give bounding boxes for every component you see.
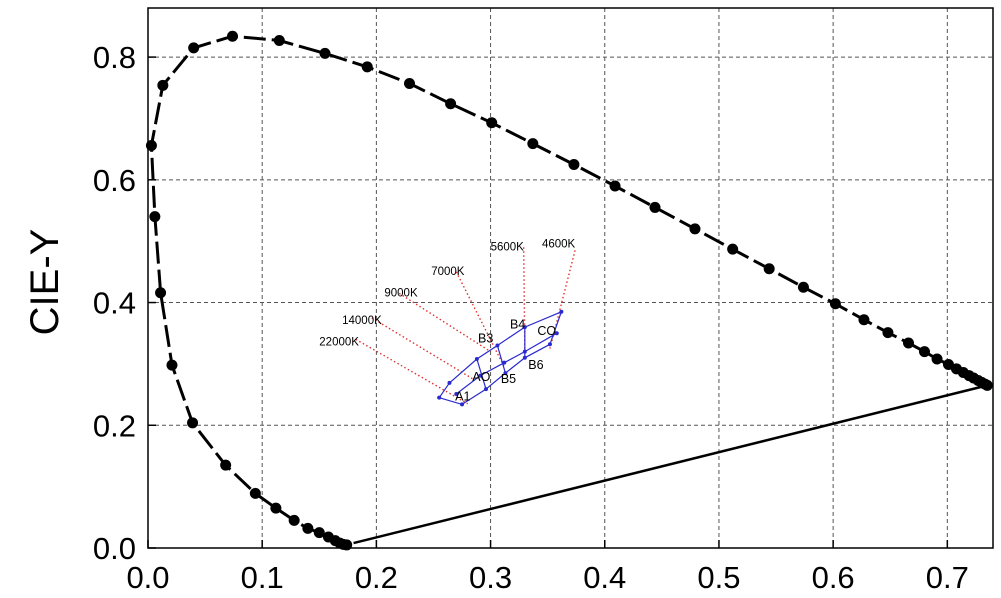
locus-point	[227, 31, 238, 42]
locus-point	[270, 503, 281, 514]
locus-point	[362, 61, 373, 72]
x-tick-label: 0.1	[241, 560, 284, 593]
grid-layer	[148, 8, 993, 548]
bin-vertex	[437, 396, 441, 400]
locus-point	[319, 48, 330, 59]
locus-point	[650, 202, 661, 213]
locus-point	[155, 287, 166, 298]
bin-label: B3	[478, 331, 493, 345]
bin-label: B6	[528, 358, 543, 372]
y-tick-label: 0.0	[93, 531, 136, 566]
locus-point	[568, 159, 579, 170]
cct-line	[456, 272, 504, 367]
spectral-locus	[146, 31, 993, 551]
bin-vertex	[447, 381, 451, 385]
bin-vertex	[475, 357, 479, 361]
bin-divider	[439, 383, 449, 398]
y-tick-label: 0.6	[93, 163, 136, 198]
x-tick-label: 0.7	[926, 560, 969, 593]
locus-point	[727, 244, 738, 255]
locus-point	[858, 314, 869, 325]
bin-vertex	[495, 344, 499, 348]
bin-vertex	[523, 350, 527, 354]
locus-point	[903, 338, 914, 349]
locus-point	[798, 282, 809, 293]
locus-point	[610, 180, 621, 191]
cct-label: 22000K	[319, 337, 359, 349]
locus-point	[932, 354, 943, 365]
locus-point	[764, 263, 775, 274]
cct-label: 9000K	[384, 287, 418, 299]
cct-label: 5600K	[491, 241, 525, 253]
locus-curve	[151, 36, 987, 545]
x-tick-label: 0.4	[583, 560, 626, 593]
locus-point	[157, 80, 168, 91]
locus-point	[220, 460, 231, 471]
bin-label: B5	[501, 372, 516, 386]
purple-line	[354, 385, 988, 543]
locus-point	[146, 140, 157, 151]
x-tick-label: 0.2	[355, 560, 398, 593]
bin-label: B4	[510, 317, 525, 331]
locus-point	[689, 223, 700, 234]
locus-point	[187, 417, 198, 428]
locus-point	[882, 327, 893, 338]
cct-line	[356, 339, 468, 403]
x-tick-label: 0.6	[812, 560, 855, 593]
cct-lines: 22000K 14000K 9000K 7000K 5600K 4600K	[319, 238, 575, 403]
cct-label: 7000K	[431, 266, 465, 278]
locus-point	[919, 346, 930, 357]
locus-point	[302, 523, 313, 534]
bin-vertex	[523, 356, 527, 360]
locus-point	[188, 42, 199, 53]
locus-point	[486, 117, 497, 128]
x-tick-label: 0.5	[697, 560, 740, 593]
bin-label: AO	[472, 370, 490, 384]
bin-vertex	[502, 361, 506, 365]
y-tick-label: 0.4	[93, 286, 136, 321]
locus-point	[527, 138, 538, 149]
locus-point	[289, 515, 300, 526]
bin-vertex	[484, 387, 488, 391]
bin-vertex	[559, 310, 563, 314]
locus-point	[314, 527, 325, 538]
locus-point	[166, 360, 177, 371]
cct-line	[372, 318, 474, 379]
y-tick-label: 0.2	[93, 408, 136, 443]
locus-point	[149, 211, 160, 222]
bin-label: CO	[537, 324, 556, 338]
x-tick-label: 0.3	[469, 560, 512, 593]
y-tick-label: 0.8	[93, 40, 136, 75]
locus-point	[250, 488, 261, 499]
bin-vertex	[548, 342, 552, 346]
bin-label: A1	[455, 390, 470, 404]
y-axis-title: CIE-Y	[23, 229, 67, 336]
cct-label: 14000K	[342, 315, 382, 327]
bin-divider	[497, 346, 505, 374]
locus-point	[274, 35, 285, 46]
locus-point	[445, 98, 456, 109]
locus-point	[982, 380, 993, 391]
locus-point	[404, 78, 415, 89]
axis-labels: 0.0 0.1 0.2 0.3 0.4 0.5 0.6 0.70.00.20.40.60.8	[93, 40, 969, 593]
cct-label: 4600K	[542, 238, 576, 250]
plot-frame	[148, 8, 993, 548]
locus-point	[830, 298, 841, 309]
